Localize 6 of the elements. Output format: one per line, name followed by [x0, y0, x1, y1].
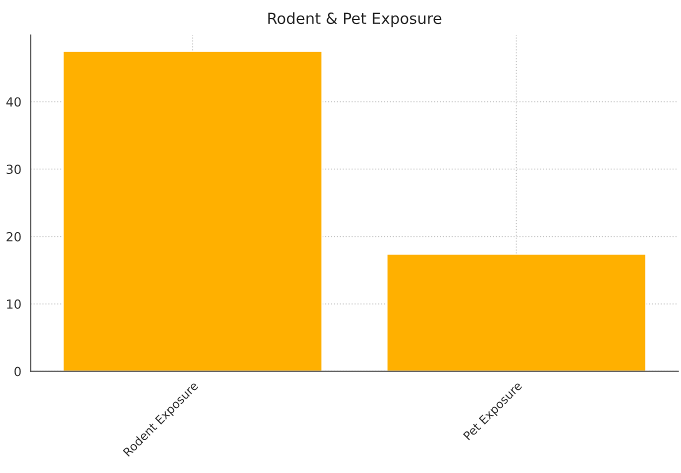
y-tick-label: 0 [14, 366, 21, 376]
y-tick-label: 30 [6, 164, 21, 174]
y-tick-label: 40 [6, 97, 21, 107]
chart-title: Rodent & Pet Exposure [268, 12, 442, 28]
y-tick-label: 10 [7, 299, 21, 309]
y-tick-label: 20 [6, 232, 21, 242]
